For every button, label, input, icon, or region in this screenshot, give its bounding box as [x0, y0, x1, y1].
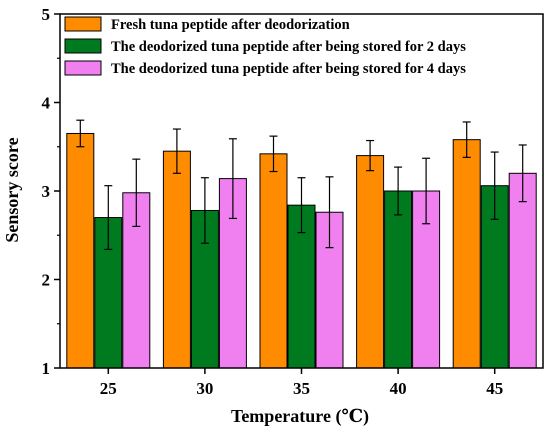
error-bar-1-40	[366, 139, 375, 172]
bar-1-30	[162, 150, 191, 369]
bar-1-35	[259, 153, 288, 369]
y-tick-label: 2	[42, 271, 51, 290]
bar-1-40	[356, 155, 385, 369]
error-bar-1-45	[462, 121, 471, 158]
legend-swatch	[64, 38, 102, 54]
legend-swatch	[64, 16, 102, 32]
bar-3-45	[508, 172, 537, 369]
bar-1-45	[452, 139, 481, 369]
error-bar-3-25	[132, 158, 141, 227]
legend-item-2: The deodorized tuna peptide after being …	[64, 38, 466, 55]
legend-label: Fresh tuna peptide after deodorization	[111, 17, 350, 33]
y-tick-label: 5	[42, 5, 51, 24]
error-bar-3-40	[422, 157, 431, 225]
x-tick-label: 40	[390, 379, 407, 398]
y-tick-label: 1	[42, 359, 51, 378]
x-tick-label: 35	[293, 379, 310, 398]
error-bar-3-45	[518, 144, 527, 203]
y-axis-title: Sensory score	[2, 137, 22, 242]
legend-swatch	[64, 60, 102, 76]
error-bar-1-25	[76, 119, 85, 148]
bar-3-30	[218, 178, 247, 369]
error-bar-2-30	[200, 177, 209, 244]
x-tick-label: 45	[486, 379, 503, 398]
bar-1-25	[66, 132, 95, 369]
legend-item-1: Fresh tuna peptide after deodorization	[64, 16, 350, 33]
x-tick-label: 25	[100, 379, 117, 398]
error-bar-2-40	[394, 166, 403, 216]
error-bar-2-35	[297, 177, 306, 234]
error-bar-1-35	[269, 135, 278, 173]
error-bar-3-35	[325, 176, 334, 249]
y-tick-label: 3	[42, 182, 51, 201]
error-bar-1-30	[172, 128, 181, 174]
x-axis-title: Temperature (℃)	[231, 406, 369, 427]
x-tick-label: 30	[196, 379, 213, 398]
legend-label: The deodorized tuna peptide after being …	[111, 61, 466, 77]
legend: Fresh tuna peptide after deodorization Th…	[64, 16, 466, 77]
y-tick-label: 4	[42, 94, 51, 113]
error-bar-3-30	[228, 138, 237, 220]
error-bar-2-45	[490, 151, 499, 220]
error-bars-layer	[76, 119, 527, 251]
bars-layer	[66, 132, 537, 369]
bar-2-40	[384, 190, 413, 369]
legend-item-3: The deodorized tuna peptide after being …	[64, 60, 466, 77]
legend-label: The deodorized tuna peptide after being …	[111, 39, 466, 55]
error-bar-2-25	[104, 185, 113, 251]
